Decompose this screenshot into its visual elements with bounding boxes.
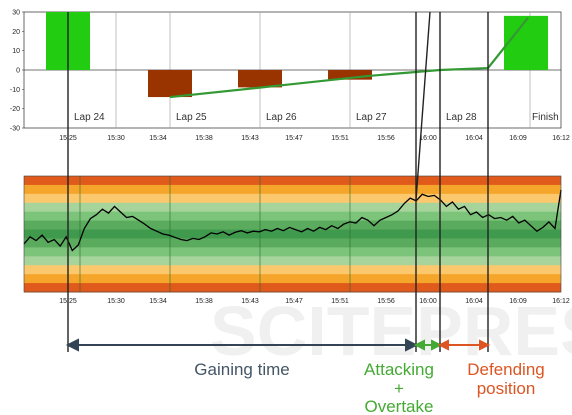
y-tick-label: -10	[10, 87, 20, 94]
x-tick-label: 15:51	[331, 298, 349, 305]
phase-defending-label-2: position	[477, 379, 536, 398]
lap-label: Lap 24	[74, 112, 105, 123]
x-tick-label: 15:34	[149, 135, 167, 142]
bottom-panel-frame	[23, 175, 562, 293]
phase-gaining-label: Gaining time	[194, 360, 289, 379]
band	[24, 256, 561, 266]
diagonal-markers	[415, 11, 489, 352]
band	[24, 202, 561, 213]
band	[24, 211, 561, 222]
x-tick-label: 15:30	[107, 135, 125, 142]
x-tick-label: 15:43	[241, 298, 259, 305]
x-tick-label: 16:12	[552, 298, 570, 305]
x-tick-label: 15:51	[331, 135, 349, 142]
bar-lap-26	[238, 70, 282, 88]
y-tick-label: 20	[12, 29, 20, 36]
x-tick-label: 16:00	[419, 135, 437, 142]
x-tick-label: 16:12	[552, 135, 570, 142]
x-tick-label: 15:47	[285, 135, 303, 142]
lap-label: Lap 28	[446, 112, 477, 123]
band	[24, 184, 561, 195]
bar-finish	[504, 15, 548, 70]
x-tick-label: 15:43	[241, 135, 259, 142]
performance-line	[23, 189, 562, 252]
band	[24, 176, 561, 186]
svg-text:SCITEPRESS: SCITEPRESS	[210, 292, 572, 370]
x-tick-label: 15:38	[195, 298, 213, 305]
band	[24, 283, 561, 293]
color-bands	[24, 176, 561, 293]
x-tick-label: 15:47	[285, 298, 303, 305]
band	[24, 247, 561, 257]
band	[24, 274, 561, 284]
band	[24, 220, 561, 231]
phase-attacking-label-2: +	[394, 379, 404, 398]
phase-attacking-label-1: Attacking	[364, 360, 434, 379]
y-tick-label: -20	[10, 106, 20, 113]
band	[24, 229, 561, 239]
trend-line	[169, 17, 529, 99]
phase-arrows	[65, 338, 491, 352]
attacking-arrow	[413, 339, 443, 351]
lap-label: Lap 27	[356, 112, 387, 123]
bottom-panel: 15:2515:3015:3415:3815:4315:4715:5115:56…	[23, 175, 570, 305]
lap-labels: Lap 24 Lap 25 Lap 26 Lap 27 Lap 28 Finish	[74, 112, 559, 123]
phase-markers	[67, 12, 441, 352]
x-tick-label: 15:38	[195, 135, 213, 142]
x-tick-label: 16:04	[465, 298, 483, 305]
band	[24, 238, 561, 248]
x-tick-label: 16:00	[419, 298, 437, 305]
watermark: SCITEPRESS	[210, 292, 572, 370]
lap-label: Lap 26	[266, 112, 297, 123]
x-tick-label: 15:30	[107, 298, 125, 305]
x-tick-label: 16:09	[509, 135, 527, 142]
phase-defending-label-1: Defending	[467, 360, 545, 379]
bottom-gridlines	[79, 176, 351, 292]
x-tick-label: 16:09	[509, 298, 527, 305]
band	[24, 265, 561, 275]
y-tick-label: 10	[12, 48, 20, 55]
band	[24, 193, 561, 204]
diag-marker-1	[415, 11, 431, 201]
phase-attacking-label-3: Overtake	[365, 397, 434, 415]
bar-lap-25	[148, 70, 192, 98]
top-x-ticks: 15:2515:3015:3415:3815:4315:4715:5115:56…	[59, 135, 570, 142]
y-tick-label: -30	[10, 126, 20, 133]
top-y-ticks: 30 20 10 0 -10 -20 -30	[10, 10, 24, 133]
x-tick-label: 15:56	[377, 298, 395, 305]
lap-label: Lap 25	[176, 112, 207, 123]
x-tick-label: 16:04	[465, 135, 483, 142]
x-tick-label: 15:56	[377, 135, 395, 142]
bar-lap-27	[328, 70, 372, 80]
y-tick-label: 30	[12, 10, 20, 17]
x-tick-label: 15:34	[149, 298, 167, 305]
y-tick-label: 0	[16, 68, 20, 75]
gaining-arrow	[65, 338, 419, 352]
lap-label: Finish	[532, 112, 559, 123]
defending-arrow	[437, 339, 491, 351]
